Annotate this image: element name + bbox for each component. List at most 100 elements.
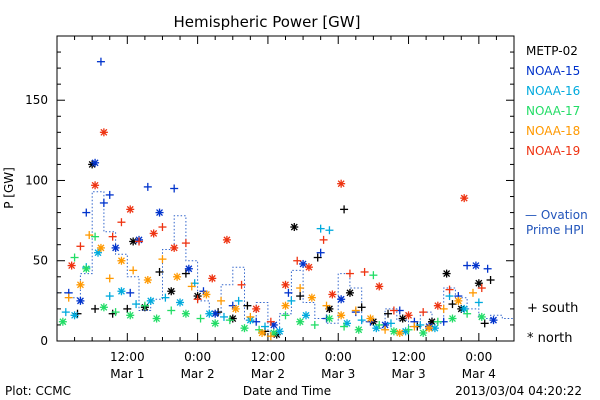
metp-02-south-point [486,276,495,284]
noaa-18-north-point [143,276,152,284]
noaa-17-north-point [152,314,161,323]
noaa-17-south-point [225,316,234,325]
noaa-16-south-point [132,300,141,309]
noaa-17-north-point [181,309,190,318]
x-axis-label: Date and Time [243,384,331,398]
noaa-15-south-point [463,261,472,270]
metp-02-south-point [91,304,100,313]
noaa-16-north-point [94,248,103,257]
metp-02-north-point [398,314,407,323]
noaa-19-south-point [360,267,369,276]
x-tick-label: 0:00 [465,350,492,364]
y-tick-label: 150 [25,93,48,107]
noaa-19-north-point [126,205,135,214]
noaa-16-south-point [105,292,114,301]
noaa-19-south-point [117,218,126,227]
noaa-19-north-point [208,274,217,283]
noaa-19-south-point [445,285,454,294]
x-tick-date: Mar 4 [462,367,496,381]
noaa-17-north-point [354,325,363,334]
satellite-legend: METP-02 NOAA-15 NOAA-16 NOAA-17 NOAA-18 NOAA-… [526,44,580,158]
noaa-19-north-point [170,243,179,252]
metp-02-south-point [357,303,366,312]
metp-02-south-point [243,301,252,310]
noaa-19-south-point [237,280,246,289]
noaa-16-north-point [302,311,311,320]
noaa-15-south-point [170,184,179,193]
noaa-17-north-point [58,317,67,326]
noaa-17-south-point [167,306,176,315]
noaa-19-north-point [337,179,346,188]
metp-02-north-point [442,269,451,278]
metp-02-north-point [345,288,354,297]
noaa-19-south-point [158,223,167,232]
noaa-19-north-point [460,194,469,203]
ovation-line [57,191,514,332]
legend-entry-noaa-15: NOAA-15 [526,64,580,78]
noaa-19-north-point [281,280,290,289]
metp-02-south-point [296,292,305,301]
metp-02-south-point [480,319,489,328]
ovation-legend-line1: — Ovation [525,208,588,222]
marker-legend-north: * north [527,331,573,346]
noaa-19-south-point [319,235,328,244]
noaa-17-south-point [196,314,205,323]
noaa-15-north-point [299,259,308,268]
noaa-19-south-point [266,317,275,326]
noaa-18-north-point [96,243,105,252]
noaa-16-north-point [460,304,469,313]
footer-timestamp: 2013/03/04 04:20:22 [455,384,582,398]
noaa-18-north-point [281,301,290,310]
noaa-18-south-point [64,293,73,302]
noaa-16-north-point [146,296,155,305]
noaa-19-north-point [375,282,384,291]
noaa-18-north-point [117,256,126,265]
noaa-18-south-point [296,284,305,293]
noaa-17-north-point [389,327,398,336]
noaa-17-south-point [140,301,149,310]
metp-02-north-point [290,223,299,232]
legend-entry-noaa-17: NOAA-17 [526,104,580,118]
legend-entry-metp-02: METP-02 [526,44,578,58]
noaa-19-south-point [345,269,354,278]
noaa-17-south-point [369,271,378,280]
noaa-19-north-point [433,301,442,310]
noaa-19-north-point [304,263,313,272]
noaa-15-south-point [99,198,108,207]
noaa-15-north-point [471,261,480,270]
marker-legend: + south * north [527,301,578,346]
noaa-16-north-point [275,327,284,336]
noaa-17-south-point [281,311,290,320]
noaa-19-south-point [181,239,190,248]
noaa-19-north-point [99,128,108,137]
axis-ticks: 0 50 100 150 12:00 Mar 1 0:00 Mar 2 12:00 Mar 2 0:… [25,36,514,381]
noaa-17-north-point [325,314,334,323]
x-tick-label: 0:00 [184,350,211,364]
metp-02-south-point [123,304,132,313]
legend-entry-noaa-16: NOAA-16 [526,84,580,98]
noaa-19-north-point [67,261,76,270]
noaa-16-south-point [316,224,325,233]
marker-legend-south: + south [527,301,578,316]
noaa-18-south-point [468,288,477,297]
noaa-17-north-point [240,324,249,333]
noaa-18-south-point [351,306,360,315]
metp-02-south-point [448,300,457,309]
noaa-15-north-point [76,296,85,305]
noaa-16-south-point [287,296,296,305]
chart-title: Hemispheric Power [GW] [174,13,361,31]
noaa-16-south-point [357,316,366,325]
noaa-15-south-point [143,182,152,191]
noaa-17-north-point [126,311,135,320]
noaa-16-south-point [219,312,228,321]
noaa-16-north-point [205,309,214,318]
noaa-19-north-point [222,235,231,244]
y-tick-label: 50 [33,254,48,268]
noaa-19-south-point [76,242,85,251]
ovation-hpi-series [57,191,514,332]
noaa-17-north-point [477,312,486,321]
x-tick-label: 12:00 [251,350,286,364]
noaa-18-south-point [129,266,138,275]
noaa-15-north-point [155,208,164,217]
